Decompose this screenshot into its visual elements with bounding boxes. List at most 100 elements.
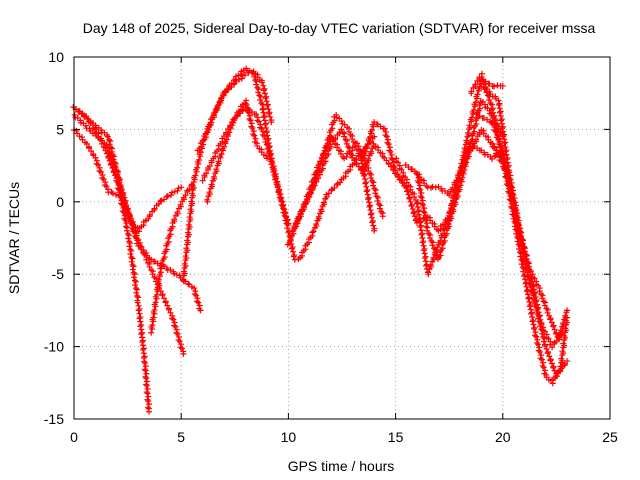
x-tick-label: 25 — [602, 429, 618, 445]
data-point — [362, 180, 369, 187]
data-point — [544, 309, 551, 316]
data-point — [149, 322, 156, 329]
data-point — [532, 298, 539, 305]
data-point — [411, 193, 418, 200]
data-point — [269, 164, 276, 171]
data-point — [110, 156, 117, 163]
data-point — [468, 114, 475, 121]
y-tick-label: 5 — [56, 121, 64, 137]
data-point — [170, 316, 177, 323]
data-point — [394, 159, 401, 166]
y-axis-label: SDTVAR / TECUs — [6, 182, 22, 294]
data-point — [512, 210, 519, 217]
data-point — [126, 243, 133, 250]
data-point — [424, 227, 431, 234]
data-point — [550, 323, 557, 330]
data-point — [245, 109, 252, 116]
data-point — [135, 307, 142, 314]
data-point — [197, 307, 204, 314]
data-point — [425, 269, 432, 276]
data-point — [154, 284, 161, 291]
data-point — [535, 341, 542, 348]
data-point — [492, 128, 499, 135]
data-point — [376, 205, 383, 212]
data-point — [145, 398, 152, 405]
data-point — [423, 262, 430, 269]
data-point — [411, 213, 418, 220]
data-point — [132, 282, 139, 289]
data-point — [83, 140, 90, 147]
data-point — [369, 178, 376, 185]
data-point — [531, 332, 538, 339]
data-point — [417, 186, 424, 193]
data-point — [145, 404, 152, 411]
data-point — [499, 82, 506, 89]
data-point — [526, 303, 533, 310]
data-point — [174, 209, 181, 216]
data-point — [345, 128, 352, 135]
data-point — [488, 101, 495, 108]
data-point — [559, 320, 566, 327]
data-point — [171, 216, 178, 223]
data-point — [547, 357, 554, 364]
data-point — [281, 206, 288, 213]
data-point — [557, 327, 564, 334]
data-point — [371, 185, 378, 192]
data-point — [539, 295, 546, 302]
data-point — [271, 172, 278, 179]
data-point — [169, 189, 176, 196]
data-point — [151, 307, 158, 314]
data-point — [353, 155, 360, 162]
data-point — [221, 143, 228, 150]
data-point — [171, 188, 178, 195]
data-point — [535, 347, 542, 354]
data-point — [381, 125, 388, 132]
data-point — [132, 278, 139, 285]
data-point — [128, 217, 135, 224]
data-point — [259, 106, 266, 113]
data-point — [169, 315, 176, 322]
data-point — [504, 172, 511, 179]
data-point — [495, 102, 502, 109]
data-point — [279, 203, 286, 210]
data-point — [552, 373, 559, 380]
data-point — [413, 200, 420, 207]
data-marks — [70, 65, 571, 415]
data-point — [138, 244, 145, 251]
data-point — [558, 355, 565, 362]
data-point — [230, 81, 237, 88]
data-point — [501, 140, 508, 147]
data-point — [187, 206, 194, 213]
data-point — [263, 129, 270, 136]
data-point — [277, 195, 284, 202]
data-point — [544, 350, 551, 357]
data-point — [124, 206, 131, 213]
data-point — [186, 214, 193, 221]
data-point — [218, 151, 225, 158]
data-point — [168, 192, 175, 199]
x-tick-label: 10 — [281, 429, 297, 445]
data-point — [320, 199, 327, 206]
data-point — [142, 373, 149, 380]
data-point — [423, 223, 430, 230]
data-point — [144, 396, 151, 403]
data-point — [363, 188, 370, 195]
x-tick-label: 0 — [70, 429, 78, 445]
data-point — [464, 129, 471, 136]
data-point — [370, 182, 377, 189]
data-point — [206, 163, 213, 170]
data-point — [165, 306, 172, 313]
data-point — [491, 83, 498, 90]
data-point — [503, 156, 510, 163]
data-point — [171, 270, 178, 277]
data-point — [174, 187, 181, 194]
data-point — [416, 216, 423, 223]
data-point — [194, 298, 201, 305]
data-point — [274, 184, 281, 191]
data-point — [115, 174, 122, 181]
data-point — [541, 328, 548, 335]
data-point — [137, 323, 144, 330]
data-point — [151, 205, 158, 212]
series-track-9 — [204, 97, 270, 205]
data-point — [164, 302, 171, 309]
